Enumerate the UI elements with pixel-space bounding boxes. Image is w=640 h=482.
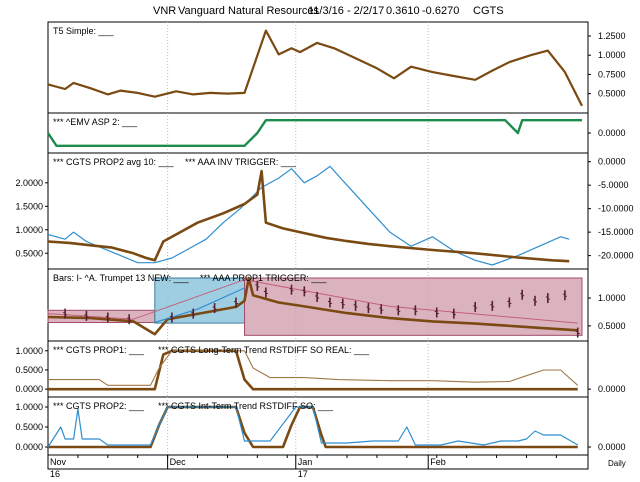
ytick-label: 0.5000 — [15, 422, 43, 432]
x-month-label: Nov — [50, 457, 67, 467]
x-axis-frame — [47, 454, 589, 470]
panel-prop1: 0.0000 0.5000 1.0000 0.0000 *** CGTS PROP1: … — [15, 340, 626, 398]
header-change: -0.6270 — [422, 5, 459, 17]
panel-title: T5 Simple: ___ — [53, 26, 115, 36]
series-line-brown — [47, 276, 578, 336]
ytick-label: 2.0000 — [15, 178, 43, 188]
x-month-label: Jan — [298, 457, 313, 467]
panel-title-secondary: *** CGTS Long-Term Trend RSTDIFF SO REAL… — [158, 345, 370, 355]
panel-prop2b: 0.0000 0.5000 1.0000 0.0000 *** CGTS PROP2: … — [15, 396, 626, 456]
panel-title: Bars: I- ^A. Trumpet 13 NEW: ___ — [53, 273, 190, 283]
ytick-label: 0.0000 — [15, 442, 43, 452]
ytick-label: 0.0000 — [598, 128, 626, 138]
ytick-label-right: 0.0000 — [598, 442, 626, 452]
panel-title-secondary: *** AAA PROP1 TRIGGER: ___ — [200, 273, 327, 283]
ytick-label: 1.0000 — [15, 346, 43, 356]
ytick-label: 1.2500 — [598, 31, 626, 41]
ytick-label: 0.5000 — [598, 89, 626, 99]
panel-title: *** CGTS PROP2: ___ — [53, 401, 145, 411]
panel-title: *** CGTS PROP2 avg 10: ___ — [53, 157, 175, 167]
panel-frame — [47, 21, 589, 114]
ytick-label: 0.5000 — [598, 321, 626, 331]
ytick-label-right: -10.0000 — [598, 204, 634, 214]
header-indicator: CGTS — [473, 5, 504, 17]
series-line-blue — [47, 165, 570, 266]
header-company: Vanguard Natural Resources — [178, 5, 320, 17]
ytick-label: 1.0000 — [15, 402, 43, 412]
series-line-brown — [48, 349, 578, 391]
x-year-label: 16 — [50, 469, 60, 479]
ytick-label-right: -20.0000 — [598, 251, 634, 261]
x-year-label: 17 — [298, 469, 308, 479]
series-line-green — [47, 118, 582, 148]
ytick-label: 1.0000 — [15, 225, 43, 235]
panel-title-secondary: *** CGTS Int-Term Trend RSTDIFF SO: ___ — [158, 401, 334, 411]
panel-bars: 0.5000 1.0000 Bars: I- ^A. Trumpet 13 NEW:… — [47, 268, 626, 342]
series-line-brown — [47, 169, 570, 263]
series-line-light_brown — [48, 350, 579, 386]
ytick-label: 0.7500 — [598, 69, 626, 79]
series-line-pink — [47, 279, 578, 324]
x-month-label: Feb — [430, 457, 446, 467]
ytick-label: 0.5000 — [15, 248, 43, 258]
ytick-label: 1.0000 — [598, 293, 626, 303]
period-label: Daily — [608, 459, 626, 468]
ytick-label-right: -15.0000 — [598, 227, 634, 237]
ytick-label: 0.5000 — [15, 365, 43, 375]
panel-t5: 0.5000 0.7500 1.0000 1.2500 T5 Simple: ___ — [47, 21, 626, 114]
panel-title-secondary: *** AAA INV TRIGGER: ___ — [185, 157, 297, 167]
ytick-label-right: 0.0000 — [598, 384, 626, 394]
panel-title: *** ^EMV ASP 2: ___ — [53, 117, 138, 127]
ytick-label-right: 0.0000 — [598, 157, 626, 167]
ytick-label: 1.5000 — [15, 201, 43, 211]
header-symbol: VNR — [153, 5, 176, 17]
series-line-blue — [154, 287, 245, 324]
header-last-value: 0.3610 — [386, 5, 420, 17]
header-date-range: 11/3/16 - 2/2/17 — [308, 5, 384, 17]
series-line-blue — [47, 406, 579, 448]
series-line-brown — [47, 29, 583, 107]
ytick-label: 1.0000 — [598, 50, 626, 60]
panel-title: *** CGTS PROP1: ___ — [53, 345, 145, 355]
panel-prop2: 0.5000 1.0000 1.5000 2.0000 0.0000 -5.0000 -10… — [15, 152, 634, 270]
x-month-label: Dec — [170, 457, 187, 467]
ytick-label-right: -5.0000 — [598, 180, 629, 190]
ytick-label: 0.0000 — [15, 384, 43, 394]
panel-emv: 0.0000 *** ^EMV ASP 2: ___ — [47, 112, 626, 154]
